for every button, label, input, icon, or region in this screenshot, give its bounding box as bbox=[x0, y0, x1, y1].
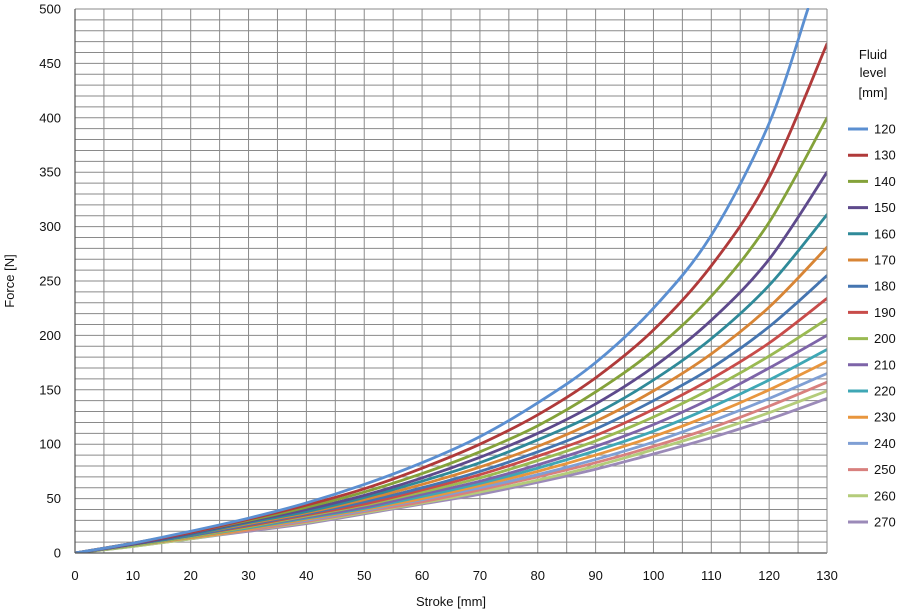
legend-label-120: 120 bbox=[874, 122, 896, 137]
legend-label-150: 150 bbox=[874, 200, 896, 215]
y-tick-label: 150 bbox=[39, 382, 61, 397]
x-tick-labels: 0 10 20 30 40 50 60 70 80 90 100 110 120 130 bbox=[71, 568, 837, 583]
x-tick-label: 100 bbox=[643, 568, 665, 583]
legend-label-270: 270 bbox=[874, 515, 896, 530]
x-tick-label: 30 bbox=[241, 568, 255, 583]
x-tick-label: 40 bbox=[299, 568, 313, 583]
x-tick-label: 50 bbox=[357, 568, 371, 583]
legend-label-260: 260 bbox=[874, 488, 896, 503]
y-tick-label: 400 bbox=[39, 110, 61, 125]
x-tick-label: 10 bbox=[126, 568, 140, 583]
legend-title-line-1: Fluid bbox=[859, 47, 887, 62]
axes bbox=[74, 9, 828, 554]
legend-label-200: 200 bbox=[874, 331, 896, 346]
series-line-120 bbox=[75, 8, 810, 553]
legend-label-220: 220 bbox=[874, 384, 896, 399]
legend-items: 120 130 140 150 160 170 180 190 200 210 220 230 240 2… bbox=[848, 122, 896, 530]
legend-label-140: 140 bbox=[874, 174, 896, 189]
x-axis-title: Stroke [mm] bbox=[416, 594, 486, 609]
legend: Fluid level [mm] 120 130 140 150 160 170 180 19… bbox=[848, 47, 896, 530]
y-tick-label: 0 bbox=[54, 546, 61, 561]
series-lines bbox=[75, 8, 827, 553]
x-tick-label: 20 bbox=[183, 568, 197, 583]
x-tick-label: 70 bbox=[473, 568, 487, 583]
legend-title-line-2: level bbox=[860, 65, 887, 80]
x-tick-label: 80 bbox=[531, 568, 545, 583]
y-tick-label: 100 bbox=[39, 437, 61, 452]
x-tick-label: 90 bbox=[588, 568, 602, 583]
y-tick-label: 200 bbox=[39, 328, 61, 343]
x-tick-label: 110 bbox=[701, 568, 722, 583]
x-tick-label: 120 bbox=[758, 568, 780, 583]
y-tick-labels: 0 50 100 150 200 250 300 350 400 450 500 bbox=[39, 2, 61, 561]
legend-title-line-3: [mm] bbox=[859, 85, 888, 100]
y-tick-label: 500 bbox=[39, 2, 61, 17]
legend-label-180: 180 bbox=[874, 279, 896, 294]
legend-label-160: 160 bbox=[874, 226, 896, 241]
y-tick-label: 250 bbox=[39, 274, 61, 289]
legend-label-250: 250 bbox=[874, 462, 896, 477]
y-axis-title: Force [N] bbox=[2, 254, 17, 307]
legend-label-170: 170 bbox=[874, 253, 896, 268]
legend-label-210: 210 bbox=[874, 357, 896, 372]
legend-label-240: 240 bbox=[874, 436, 896, 451]
x-tick-label: 130 bbox=[816, 568, 838, 583]
legend-label-190: 190 bbox=[874, 305, 896, 320]
x-tick-label: 60 bbox=[415, 568, 429, 583]
y-tick-label: 50 bbox=[47, 491, 61, 506]
y-tick-label: 300 bbox=[39, 219, 61, 234]
legend-label-230: 230 bbox=[874, 410, 896, 425]
legend-label-130: 130 bbox=[874, 148, 896, 163]
y-tick-label: 350 bbox=[39, 165, 61, 180]
y-tick-label: 450 bbox=[39, 56, 61, 71]
x-tick-label: 0 bbox=[71, 568, 78, 583]
